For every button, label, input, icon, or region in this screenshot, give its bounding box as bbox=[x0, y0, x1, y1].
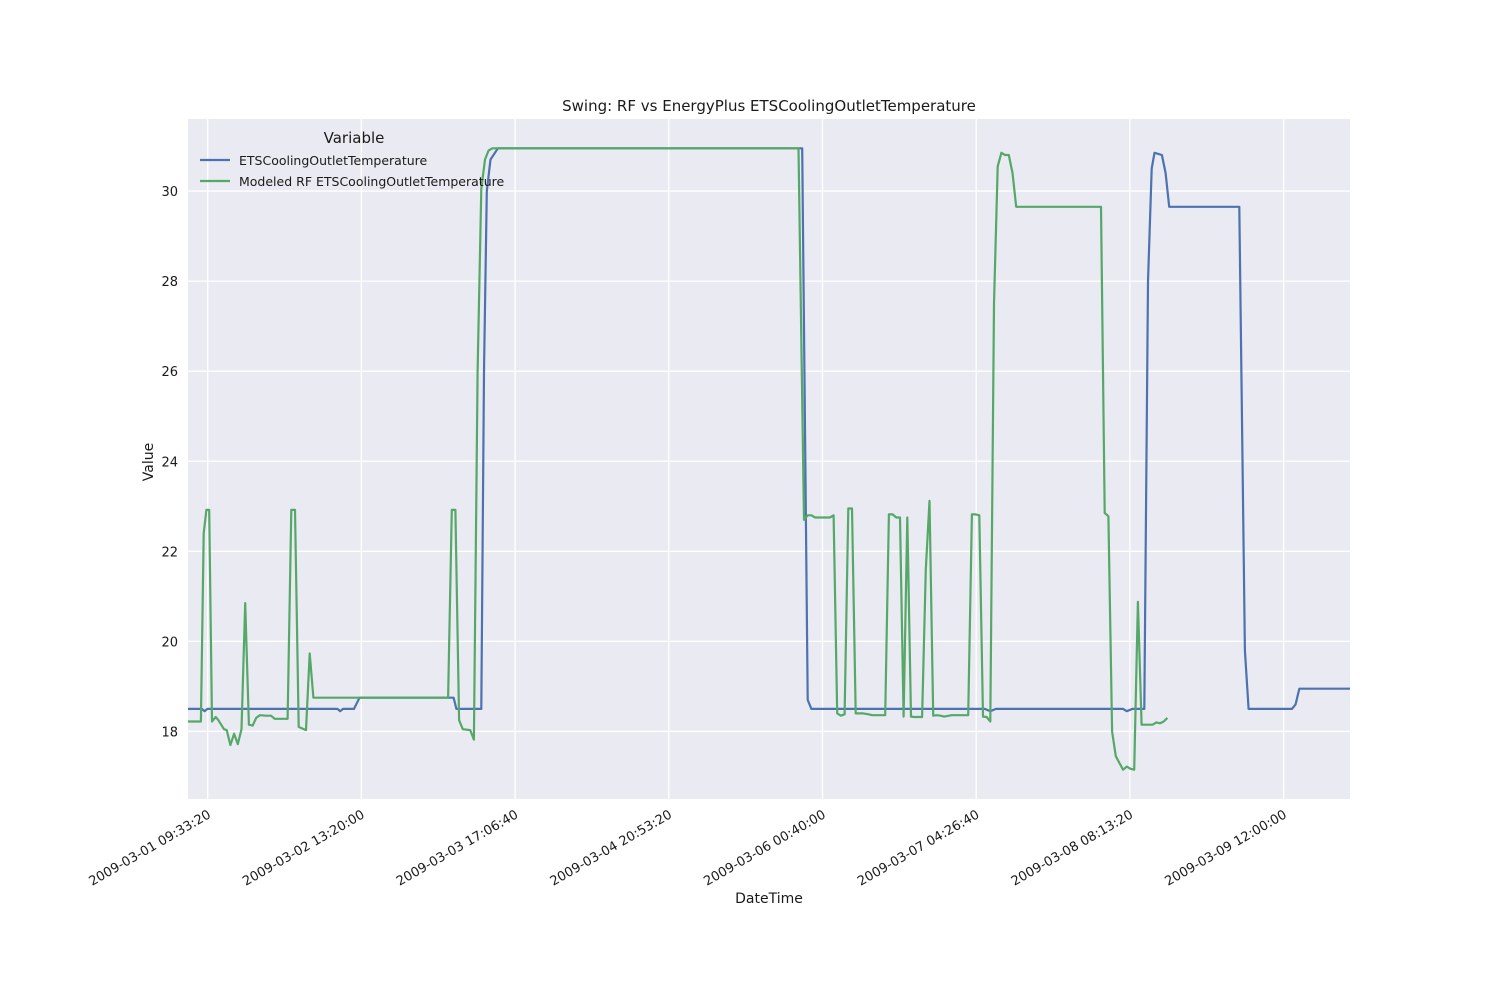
x-tick-label: 2009-03-08 08:13:20 bbox=[1009, 807, 1136, 889]
x-tick-label: 2009-03-04 20:53:20 bbox=[548, 807, 675, 889]
x-tick-label: 2009-03-03 17:06:40 bbox=[394, 807, 521, 889]
series-line-modeled-rf bbox=[188, 147, 1169, 771]
grid-lines bbox=[188, 119, 1350, 799]
x-tick-label: 2009-03-09 12:00:00 bbox=[1163, 807, 1290, 889]
x-tick-label: 2009-03-07 04:26:40 bbox=[855, 807, 982, 889]
x-tick-label: 2009-03-06 00:40:00 bbox=[701, 807, 828, 889]
y-tick-label: 30 bbox=[161, 185, 178, 200]
y-tick-label: 28 bbox=[161, 275, 178, 290]
series-line-ets-cooling-outlet bbox=[188, 147, 1350, 713]
legend-label-rf: Modeled RF ETSCoolingOutletTemperature bbox=[239, 174, 504, 189]
x-axis-label: DateTime bbox=[735, 891, 803, 907]
legend: Variable ETSCoolingOutletTemperature Mod… bbox=[200, 129, 504, 189]
chart-title: Swing: RF vs EnergyPlus ETSCoolingOutlet… bbox=[562, 97, 976, 115]
series-lines bbox=[188, 147, 1350, 771]
x-tick-label: 2009-03-02 13:20:00 bbox=[240, 807, 367, 889]
plot-area bbox=[188, 119, 1350, 799]
y-tick-label: 20 bbox=[161, 635, 178, 650]
y-tick-label: 22 bbox=[161, 545, 178, 560]
legend-label-ets: ETSCoolingOutletTemperature bbox=[239, 153, 428, 168]
x-tick-label: 2009-03-01 09:33:20 bbox=[87, 807, 214, 889]
y-tick-label: 24 bbox=[161, 455, 178, 470]
y-tick-label: 18 bbox=[161, 725, 178, 740]
y-axis-label: Value bbox=[141, 443, 157, 481]
y-tick-label: 26 bbox=[161, 365, 178, 380]
legend-title: Variable bbox=[324, 129, 385, 147]
